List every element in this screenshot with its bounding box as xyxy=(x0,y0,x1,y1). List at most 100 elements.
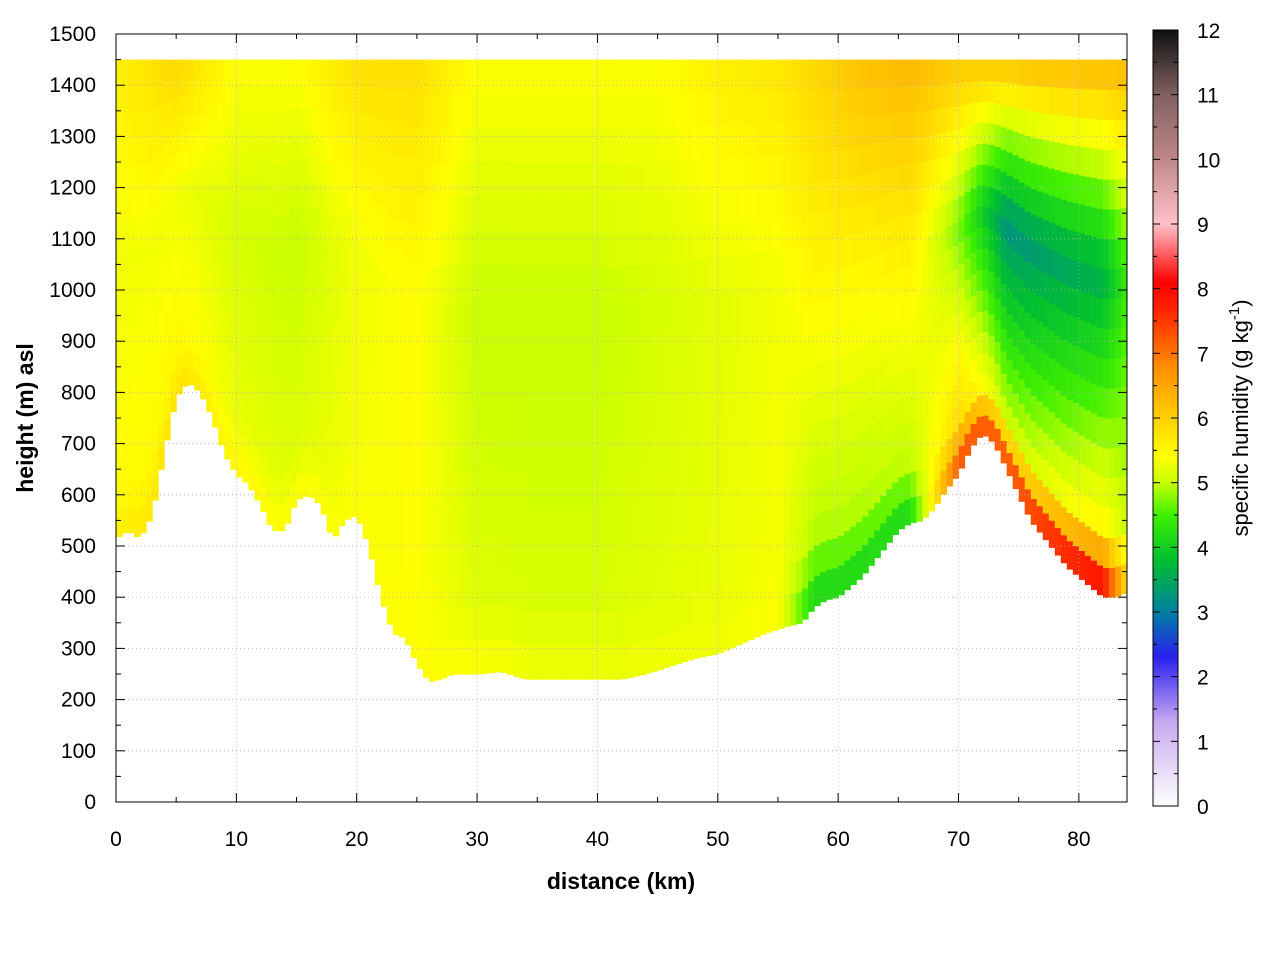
field-cell xyxy=(200,59,207,80)
field-cell xyxy=(934,306,942,332)
field-cell xyxy=(434,645,442,681)
field-cell xyxy=(669,261,677,296)
field-cell xyxy=(663,464,671,500)
field-cell xyxy=(922,85,930,112)
field-cell xyxy=(928,59,936,86)
field-cell xyxy=(747,124,755,157)
field-cell xyxy=(212,59,219,81)
field-cell xyxy=(1078,232,1086,263)
field-cell xyxy=(465,639,472,675)
field-cell xyxy=(609,438,617,474)
field-cell xyxy=(585,403,593,439)
field-cell xyxy=(194,151,201,171)
field-cell xyxy=(627,608,635,644)
field-cell xyxy=(862,88,869,118)
field-cell xyxy=(242,435,249,460)
field-cell xyxy=(561,369,568,405)
field-cell xyxy=(874,474,881,503)
field-cell xyxy=(495,161,502,197)
field-cell xyxy=(573,334,580,370)
field-cell xyxy=(705,258,713,292)
field-cell xyxy=(164,59,171,82)
y-tick-label: 1500 xyxy=(49,23,96,46)
field-cell xyxy=(790,216,797,249)
field-cell xyxy=(218,337,225,360)
field-cell xyxy=(880,223,887,251)
field-cell xyxy=(392,283,400,316)
field-cell xyxy=(332,59,340,87)
field-cell xyxy=(886,220,893,248)
field-cell xyxy=(440,574,448,610)
field-cell xyxy=(164,165,171,187)
field-cell xyxy=(428,370,436,406)
field-cell xyxy=(332,86,340,114)
field-cell xyxy=(368,475,376,504)
field-cell xyxy=(729,483,737,518)
field-cell xyxy=(368,226,376,255)
field-cell xyxy=(657,228,665,264)
field-cell xyxy=(729,614,737,648)
field-cell xyxy=(362,59,370,87)
field-cell xyxy=(230,105,237,129)
field-cell xyxy=(519,575,526,611)
field-cell xyxy=(404,287,412,321)
field-cell xyxy=(717,59,725,94)
field-cell xyxy=(735,59,743,93)
field-cell xyxy=(603,472,611,508)
field-cell xyxy=(1108,179,1116,210)
field-cell xyxy=(946,249,954,274)
field-cell xyxy=(392,474,400,508)
field-cell xyxy=(982,352,990,374)
field-cell xyxy=(844,471,851,502)
field-cell xyxy=(922,59,930,86)
field-cell xyxy=(170,157,177,178)
field-cell xyxy=(615,197,623,233)
field-cell xyxy=(140,112,147,140)
field-cell xyxy=(194,353,201,373)
field-cell xyxy=(729,255,737,289)
field-cell xyxy=(513,128,520,163)
field-cell xyxy=(212,120,219,142)
field-cell xyxy=(260,134,268,161)
field-cell xyxy=(236,198,243,223)
field-cell xyxy=(952,408,960,433)
field-cell xyxy=(916,187,923,215)
field-cell xyxy=(765,155,773,188)
field-cell xyxy=(1120,296,1127,328)
field-cell xyxy=(1066,427,1074,457)
field-cell xyxy=(1072,316,1080,347)
field-cell xyxy=(814,302,821,334)
field-cell xyxy=(723,321,731,356)
field-cell xyxy=(164,228,171,251)
field-cell xyxy=(537,94,544,130)
field-cell xyxy=(675,327,683,363)
field-cell xyxy=(844,412,851,443)
field-cell xyxy=(633,196,641,232)
field-cell xyxy=(164,418,171,441)
field-cell xyxy=(314,404,322,430)
field-cell xyxy=(519,59,526,95)
field-cell xyxy=(615,300,623,336)
field-cell xyxy=(471,605,478,641)
field-cell xyxy=(585,369,593,405)
field-cell xyxy=(759,570,767,603)
field-cell xyxy=(639,435,647,471)
field-cell xyxy=(122,269,129,297)
field-cell xyxy=(392,251,400,284)
field-cell xyxy=(230,264,237,288)
field-cell xyxy=(1024,312,1032,338)
field-cell xyxy=(808,243,815,275)
field-cell xyxy=(880,141,887,170)
field-cell xyxy=(272,504,280,532)
field-cell xyxy=(796,466,803,499)
field-cell xyxy=(621,231,629,267)
field-cell xyxy=(440,368,448,404)
field-cell xyxy=(404,417,412,451)
field-cell xyxy=(579,162,586,198)
field-cell xyxy=(729,124,737,159)
field-cell xyxy=(1048,330,1056,359)
field-cell xyxy=(681,360,689,395)
field-cell xyxy=(507,503,514,539)
field-cell xyxy=(723,190,731,225)
field-cell xyxy=(765,186,773,220)
